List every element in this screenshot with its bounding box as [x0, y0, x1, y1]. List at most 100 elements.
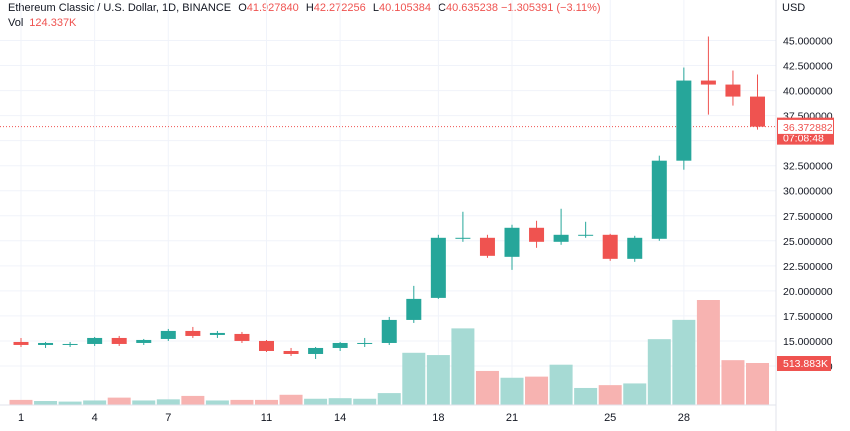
candle-body	[430, 237, 446, 298]
volume-legend: Vol 124.337K	[8, 17, 76, 29]
price-tick-label: 32.500000	[783, 161, 833, 173]
volume-bar	[623, 383, 647, 405]
volume-legend-value: 124.337K	[29, 17, 77, 29]
time-tick-label: 28	[678, 412, 690, 424]
candle-body	[111, 337, 127, 344]
candle-body	[700, 80, 716, 85]
change-value: −1.305391 (−3.11%)	[501, 2, 601, 14]
volume-bar	[132, 400, 156, 405]
volume-bar	[549, 364, 573, 405]
candle-body	[13, 341, 29, 345]
volume-bar	[500, 377, 524, 405]
time-tick-label: 25	[604, 412, 616, 424]
countdown-label: 07:08:48	[783, 133, 824, 145]
time-axis[interactable]: 1 4 7 11 14 18 21 25 28	[18, 412, 690, 424]
volume-bar	[328, 398, 352, 405]
volume-bar	[672, 319, 696, 405]
close-value: 40.635238	[445, 2, 498, 14]
candle-body	[455, 237, 471, 239]
volume-bar	[353, 398, 377, 405]
volume-bar	[205, 400, 229, 405]
candle-body	[136, 339, 152, 343]
price-tick-label: 30.000000	[783, 186, 833, 198]
price-tick-label: 17.500000	[783, 311, 833, 323]
candle-body	[651, 160, 667, 239]
volume-bar	[107, 397, 131, 405]
candles	[0, 36, 776, 359]
price-tick-label: 45.000000	[783, 36, 833, 48]
candle-body	[504, 227, 520, 257]
symbol-header: Ethereum Classic / U.S. Dollar, 1D, BINA…	[8, 2, 601, 14]
volume-bar	[451, 328, 475, 405]
volume-value-label: 513.883K	[783, 358, 828, 370]
time-tick-label: 7	[165, 412, 171, 424]
prev-close-label: 36.372882	[783, 122, 833, 134]
candle-body	[578, 234, 594, 236]
volume-bar	[9, 399, 33, 405]
candle-body	[627, 237, 643, 259]
high-key: H	[305, 2, 314, 14]
prev-close-badge	[777, 118, 834, 135]
price-tick-label: 20.000000	[783, 286, 833, 298]
price-tick-label: 42.500000	[783, 61, 833, 73]
candle-body	[529, 227, 545, 242]
price-axis[interactable]: 45.00000042.50000040.00000037.50000035.0…	[783, 36, 833, 374]
candle-body	[209, 332, 225, 335]
close-key: C	[438, 2, 446, 14]
candle-body	[259, 340, 274, 351]
open-value: 41.927840	[246, 2, 299, 14]
candle-body	[87, 337, 103, 344]
time-tick-label: 4	[92, 412, 98, 424]
volume-bar	[647, 339, 671, 405]
volume-bar	[598, 385, 622, 405]
price-tick-label: 25.000000	[783, 236, 833, 248]
price-tick-label: 27.500000	[783, 211, 833, 223]
volume-bar	[426, 355, 450, 405]
candle-body	[283, 350, 299, 354]
candle-body	[602, 234, 618, 259]
candle-body	[381, 319, 397, 343]
candle-body	[160, 330, 176, 339]
low-key: L	[372, 2, 379, 14]
time-tick-label: 18	[432, 412, 444, 424]
volume-bars	[9, 300, 769, 405]
candle-body	[750, 96, 765, 127]
price-tick-label: 22.500000	[783, 261, 833, 273]
volume-bar	[34, 401, 58, 405]
time-tick-label: 14	[334, 412, 346, 424]
open-key: O	[238, 2, 247, 14]
volume-bar	[696, 300, 720, 405]
candle-body	[676, 80, 692, 161]
candle-body	[357, 342, 373, 344]
candle-body	[185, 330, 201, 336]
volume-bar	[402, 352, 426, 405]
candle-body	[38, 342, 54, 345]
volume-bar	[58, 401, 82, 405]
candle-body	[332, 342, 348, 348]
time-tick-label: 1	[18, 412, 24, 424]
candle-body	[479, 237, 495, 256]
symbol-title: Ethereum Classic / U.S. Dollar, 1D, BINA…	[8, 2, 232, 14]
volume-bar	[83, 400, 107, 405]
volume-bar	[377, 393, 401, 405]
volume-bar	[475, 370, 499, 405]
candle-body	[406, 298, 422, 320]
volume-badge	[777, 356, 831, 371]
candle-body	[62, 343, 78, 345]
low-value: 40.105384	[378, 2, 431, 14]
candle-body	[234, 333, 250, 341]
price-tick-label: 15.000000	[783, 336, 833, 348]
candle-body	[308, 347, 324, 354]
time-tick-label: 21	[506, 412, 518, 424]
volume-bar	[746, 363, 769, 405]
volume-bar	[721, 360, 745, 405]
candle-body	[725, 84, 741, 97]
currency-label[interactable]: USD	[782, 2, 806, 14]
volume-bar	[156, 399, 180, 405]
volume-bar	[230, 399, 254, 405]
volume-bar	[255, 399, 278, 405]
time-tick-label: 11	[261, 412, 272, 424]
volume-bar	[304, 398, 328, 405]
volume-bar	[181, 395, 205, 405]
